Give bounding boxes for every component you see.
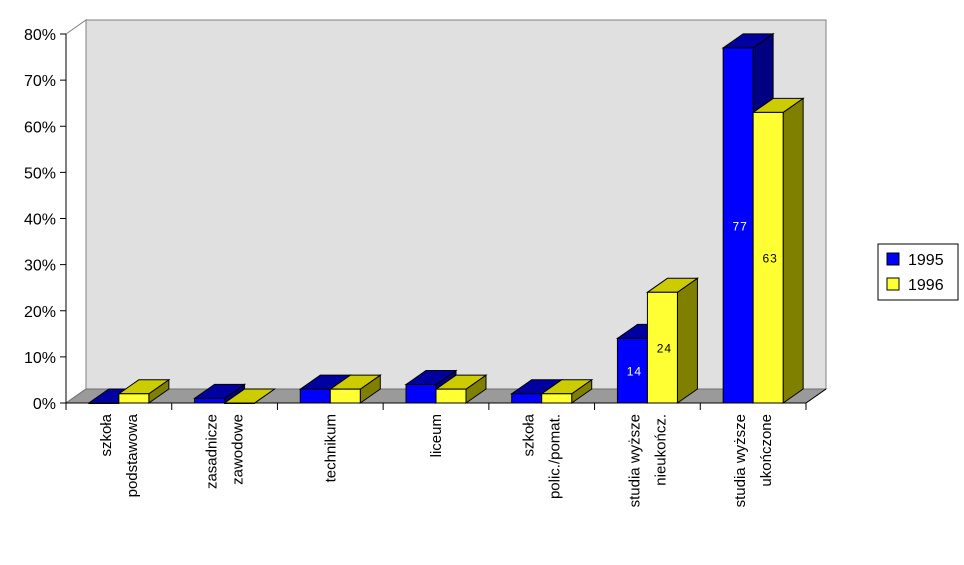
y-axis: 0% 10% 20% 30% 40% 50% 60% 70% 80% — [24, 27, 67, 413]
x-tick-label: szkoła podstawowa — [98, 413, 141, 497]
bar-front — [118, 393, 150, 404]
x-tick-label-line: technikum — [322, 414, 339, 482]
y-tick-label: 30% — [24, 258, 56, 275]
y-tick-label: 10% — [24, 350, 56, 367]
chart-walls — [64, 19, 828, 404]
data-label: 63 — [762, 252, 777, 266]
y-tick-label: 60% — [24, 119, 56, 136]
legend-swatch — [886, 252, 900, 266]
x-tick-label: studia wyższe ukończone — [732, 414, 775, 507]
bar-front — [616, 337, 648, 404]
y-tick-label: 70% — [24, 73, 56, 90]
x-tick-label: liceum — [428, 414, 445, 457]
bar-side — [676, 277, 698, 404]
back-wall — [85, 19, 827, 390]
x-tick-label-line: zasadnicze — [204, 414, 221, 489]
bar-front — [646, 291, 678, 404]
bar-front — [405, 384, 437, 404]
x-axis-depth-line — [805, 388, 827, 404]
y-tick-label: 0% — [33, 396, 56, 413]
bar — [192, 383, 247, 404]
bar-front — [511, 393, 543, 404]
y-tick-label: 50% — [24, 165, 56, 182]
x-tick-label: szkoła polic./pomat. — [521, 413, 564, 499]
bars: 14 24 77 63 — [87, 32, 805, 404]
x-tick-label-line: ukończone — [758, 414, 775, 487]
bar-front — [541, 393, 573, 404]
bar: 63 — [751, 97, 805, 404]
bar — [328, 374, 382, 404]
data-label: 24 — [657, 342, 672, 356]
legend: 1995 1996 — [877, 243, 959, 301]
x-tick-label-line: polic./pomat. — [547, 414, 564, 499]
x-tick-label: technikum — [322, 414, 339, 482]
bar-front — [194, 397, 226, 404]
x-tick-label-line: szkoła — [521, 413, 538, 456]
x-tick-label: zasadnicze zawodowe — [204, 414, 247, 489]
bar: 24 — [645, 277, 700, 404]
data-label: 77 — [732, 219, 747, 233]
bar-front — [329, 388, 361, 404]
x-axis: szkoła podstawowa zasadnicze zawodowe techni… — [65, 388, 827, 507]
x-tick-label-line: nieukończ. — [652, 414, 669, 486]
bar — [434, 374, 488, 404]
y-tick-label: 40% — [24, 212, 56, 229]
y-tick-label: 80% — [24, 27, 56, 44]
data-label: 14 — [627, 365, 642, 379]
x-tick-label-line: szkoła — [98, 413, 115, 456]
legend-label: 1996 — [908, 277, 944, 294]
x-tick-label-line: liceum — [428, 414, 445, 457]
bar-front — [752, 111, 784, 404]
legend-label: 1995 — [908, 252, 944, 269]
bar-side — [782, 97, 804, 404]
x-tick-label-line: studia wyższe — [626, 414, 643, 507]
y-tick-label: 20% — [24, 304, 56, 321]
legend-swatch — [886, 277, 900, 291]
bar-front — [299, 388, 331, 404]
x-tick-label-line: podstawowa — [124, 413, 141, 497]
side-wall — [65, 19, 87, 404]
x-tick-label: studia wyższe nieukończ. — [626, 414, 669, 507]
bar-front — [435, 388, 467, 404]
x-tick-label-line: zawodowe — [230, 414, 247, 485]
x-tick-label-line: studia wyższe — [732, 414, 749, 507]
